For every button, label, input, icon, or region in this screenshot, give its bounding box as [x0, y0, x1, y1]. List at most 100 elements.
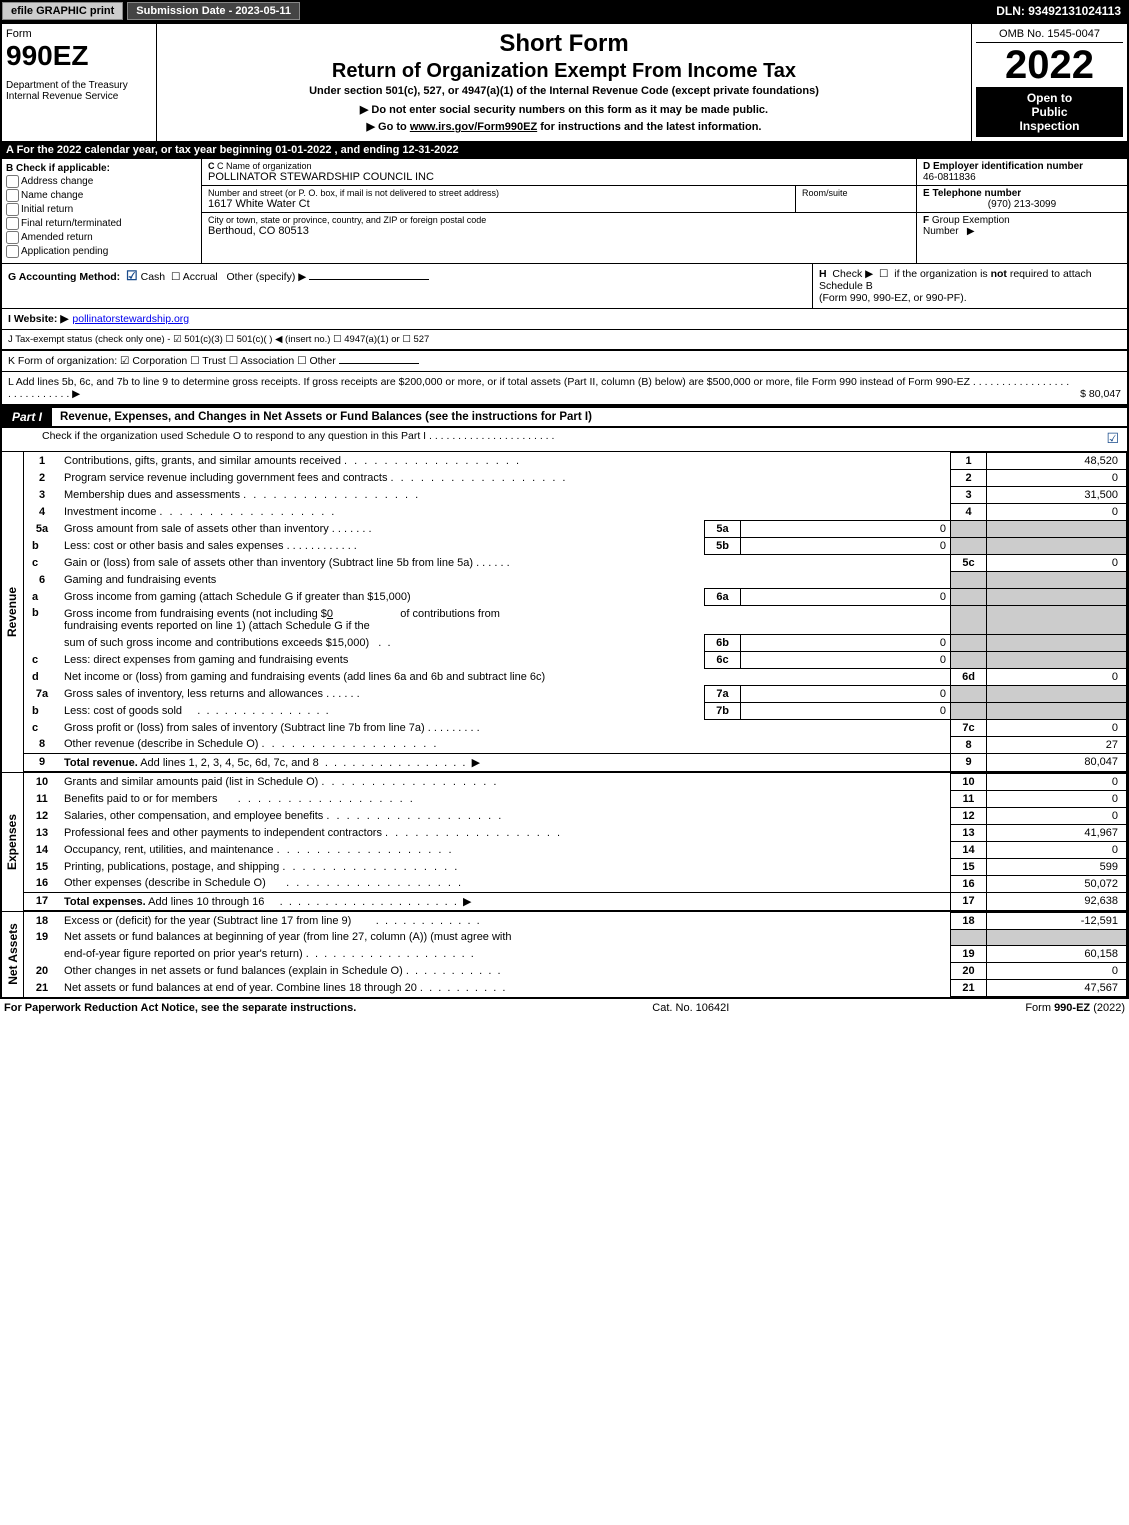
expenses-side-label: Expenses — [2, 773, 24, 911]
row-l-value: $ 80,047 — [1072, 388, 1121, 400]
phone: (970) 213-3099 — [923, 199, 1121, 210]
top-bar: efile GRAPHIC print Submission Date - 20… — [0, 0, 1129, 22]
footer-right: Form 990-EZ (2022) — [1025, 1002, 1125, 1014]
form-instr-1: ▶ Do not enter social security numbers o… — [165, 103, 963, 116]
city-label: City or town, state or province, country… — [208, 215, 910, 225]
revenue-side-label: Revenue — [2, 452, 24, 772]
ein-label: D Employer identification number — [923, 161, 1121, 172]
line-9: 9Total revenue. Total revenue. Add lines… — [24, 753, 1127, 771]
line-6d: dNet income or (loss) from gaming and fu… — [24, 668, 1127, 685]
opt-cash[interactable]: Cash — [141, 271, 166, 283]
form-label: Form — [6, 28, 152, 40]
row-g-label: G Accounting Method: — [8, 271, 120, 283]
part-1-title: Revenue, Expenses, and Changes in Net As… — [52, 408, 1127, 426]
form-990ez: Form 990EZ Department of the Treasury In… — [0, 22, 1129, 999]
inspect-3: Inspection — [978, 119, 1121, 133]
row-h: H Check ▶ ☐ if the organization is not r… — [812, 264, 1127, 308]
line-8: 8Other revenue (describe in Schedule O) … — [24, 736, 1127, 753]
line-11: 11Benefits paid to or for members 110 — [24, 790, 1127, 807]
row-k: K Form of organization: ☑ Corporation ☐ … — [2, 350, 1127, 372]
addr-label: Number and street (or P. O. box, if mail… — [208, 188, 789, 198]
chk-application-pending[interactable]: Application pending — [6, 245, 197, 258]
part-1-tag: Part I — [2, 407, 52, 427]
footer-left: For Paperwork Reduction Act Notice, see … — [4, 1002, 356, 1014]
line-17: 17Total expenses. Add lines 10 through 1… — [24, 892, 1127, 910]
net-assets-side-label: Net Assets — [2, 912, 24, 997]
org-name: POLLINATOR STEWARDSHIP COUNCIL INC — [208, 171, 910, 183]
footer-cat-no: Cat. No. 10642I — [652, 1002, 729, 1014]
line-7c: cGross profit or (loss) from sales of in… — [24, 719, 1127, 736]
chk-final-return[interactable]: Final return/terminated — [6, 217, 197, 230]
part-1-header: Part I Revenue, Expenses, and Changes in… — [2, 406, 1127, 428]
website-link[interactable]: pollinatorstewardship.org — [72, 313, 189, 325]
chk-cash-icon: ☑ — [126, 268, 138, 283]
line-21: 21Net assets or fund balances at end of … — [24, 979, 1127, 996]
line-15: 15Printing, publications, postage, and s… — [24, 858, 1127, 875]
room-label: Room/suite — [802, 188, 910, 198]
row-i: I Website: ▶ pollinatorstewardship.org — [2, 309, 1127, 330]
box-b: B Check if applicable: Address change Na… — [2, 159, 202, 263]
website-label: I Website: ▶ — [8, 313, 68, 325]
line-6: 6Gaming and fundraising events — [24, 572, 1127, 589]
line-10: 10Grants and similar amounts paid (list … — [24, 773, 1127, 790]
header-info-grid: B Check if applicable: Address change Na… — [2, 159, 1127, 264]
chk-name-change[interactable]: Name change — [6, 189, 197, 202]
line-3: 3Membership dues and assessments 331,500 — [24, 487, 1127, 504]
ein: 46-0811836 — [923, 172, 1121, 183]
instr2-pre: ▶ Go to — [367, 121, 410, 133]
line-6a: aGross income from gaming (attach Schedu… — [24, 588, 1127, 605]
row-gh: G Accounting Method: ☑ Cash ☐ Accrual Ot… — [2, 264, 1127, 309]
line-2: 2Program service revenue including gover… — [24, 470, 1127, 487]
irs-link[interactable]: www.irs.gov/Form990EZ — [410, 121, 537, 133]
opt-other[interactable]: Other (specify) ▶ — [227, 271, 307, 283]
row-k-other-input[interactable] — [339, 363, 419, 364]
form-header: Form 990EZ Department of the Treasury In… — [2, 24, 1127, 142]
row-j-text: J Tax-exempt status (check only one) - ☑… — [8, 334, 429, 345]
row-a-tax-year: A For the 2022 calendar year, or tax yea… — [2, 142, 1127, 159]
row-j: J Tax-exempt status (check only one) - ☑… — [2, 330, 1127, 350]
other-specify-input[interactable] — [309, 279, 429, 280]
form-subtitle: Under section 501(c), 527, or 4947(a)(1)… — [165, 85, 963, 97]
part-1-sub-text: Check if the organization used Schedule … — [42, 430, 554, 447]
line-5b: bLess: cost or other basis and sales exp… — [24, 538, 1127, 555]
net-assets-section: Net Assets 18Excess or (deficit) for the… — [2, 911, 1127, 997]
chk-initial-return[interactable]: Initial return — [6, 203, 197, 216]
form-title-1: Short Form — [165, 30, 963, 58]
inspect-1: Open to — [978, 91, 1121, 105]
box-def: D Employer identification number 46-0811… — [917, 159, 1127, 263]
line-13: 13Professional fees and other payments t… — [24, 824, 1127, 841]
submission-date: Submission Date - 2023-05-11 — [127, 2, 300, 20]
efile-button[interactable]: efile GRAPHIC print — [2, 2, 123, 20]
dept-line1: Department of the Treasury — [6, 80, 152, 91]
expenses-section: Expenses 10Grants and similar amounts pa… — [2, 772, 1127, 911]
opt-accrual[interactable]: Accrual — [183, 271, 218, 283]
revenue-table: 1Contributions, gifts, grants, and simil… — [24, 452, 1127, 772]
revenue-section: Revenue 1Contributions, gifts, grants, a… — [2, 452, 1127, 772]
line-7a: 7aGross sales of inventory, less returns… — [24, 685, 1127, 702]
box-c: C C Name of organization POLLINATOR STEW… — [202, 159, 917, 263]
form-title-2: Return of Organization Exempt From Incom… — [165, 60, 963, 83]
net-assets-table: 18Excess or (deficit) for the year (Subt… — [24, 912, 1127, 997]
line-5a: 5aGross amount from sale of assets other… — [24, 521, 1127, 538]
line-14: 14Occupancy, rent, utilities, and mainte… — [24, 841, 1127, 858]
org-name-label: C C Name of organization — [208, 161, 910, 171]
line-4: 4Investment income 40 — [24, 504, 1127, 521]
line-19: 19Net assets or fund balances at beginni… — [24, 929, 1127, 945]
schedule-o-check-icon[interactable]: ☑ — [1106, 430, 1119, 447]
chk-address-change[interactable]: Address change — [6, 175, 197, 188]
addr: 1617 White Water Ct — [208, 198, 789, 210]
line-7b: bLess: cost of goods sold . . . . . . . … — [24, 702, 1127, 719]
form-number: 990EZ — [6, 40, 152, 72]
line-12: 12Salaries, other compensation, and empl… — [24, 807, 1127, 824]
row-k-text: K Form of organization: ☑ Corporation ☐ … — [8, 355, 336, 367]
chk-amended-return[interactable]: Amended return — [6, 231, 197, 244]
tax-year: 2022 — [1005, 45, 1094, 85]
line-20: 20Other changes in net assets or fund ba… — [24, 962, 1127, 979]
line-18: 18Excess or (deficit) for the year (Subt… — [24, 912, 1127, 929]
line-6b: bGross income from fundraising events (n… — [24, 605, 1127, 634]
inspect-2: Public — [978, 105, 1121, 119]
part-1-subtitle: Check if the organization used Schedule … — [2, 428, 1127, 452]
city: Berthoud, CO 80513 — [208, 225, 910, 237]
form-instr-2: ▶ Go to www.irs.gov/Form990EZ for instru… — [165, 120, 963, 133]
phone-label: E Telephone number — [923, 188, 1121, 199]
